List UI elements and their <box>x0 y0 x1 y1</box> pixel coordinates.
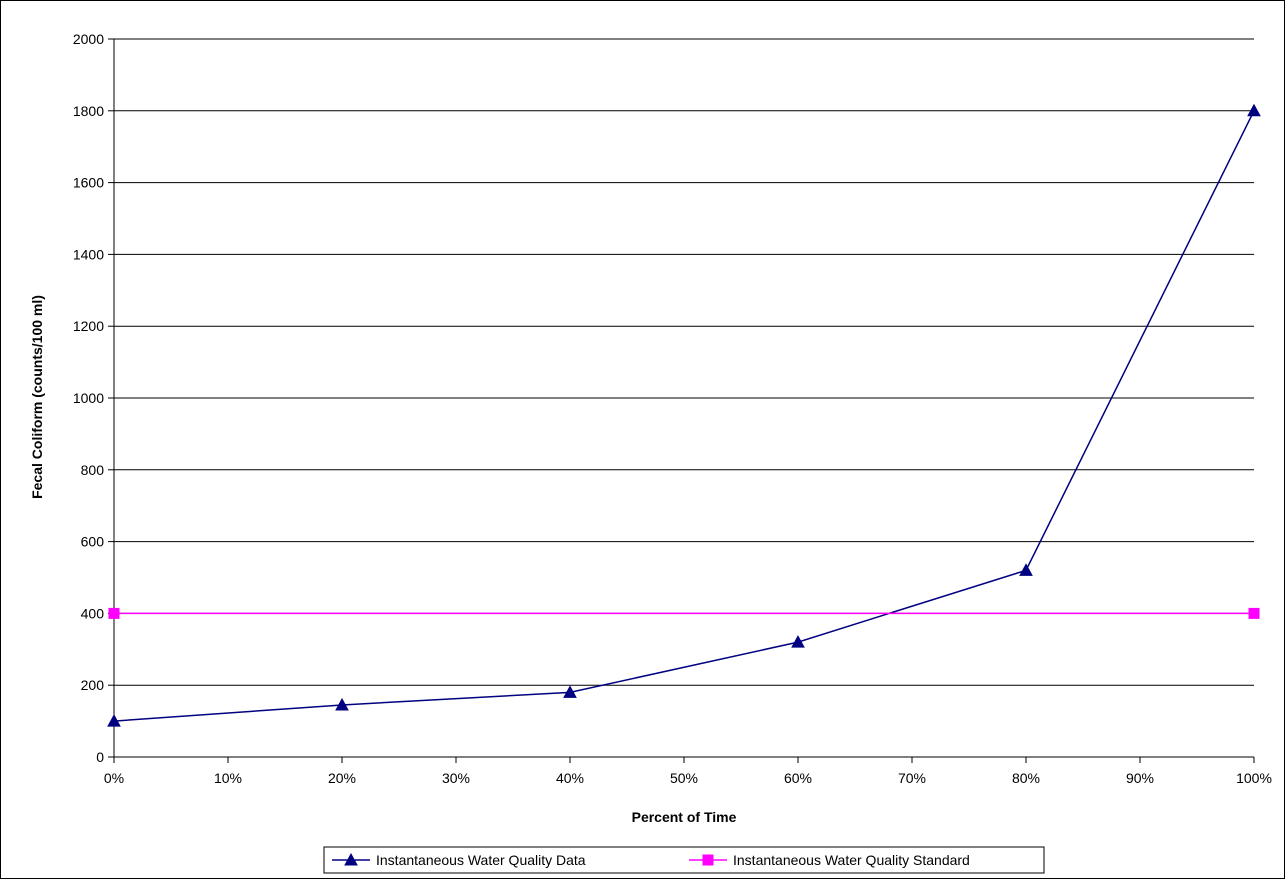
x-tick-label: 70% <box>898 770 926 786</box>
legend-swatch-marker <box>344 852 358 866</box>
legend-label: Instantaneous Water Quality Standard <box>733 852 970 868</box>
y-tick-label: 400 <box>81 605 105 621</box>
y-tick-label: 1800 <box>73 103 104 119</box>
data-point <box>1019 563 1033 576</box>
y-tick-label: 200 <box>81 677 105 693</box>
data-point <box>1247 103 1261 117</box>
x-tick-label: 30% <box>442 770 470 786</box>
x-tick-label: 80% <box>1012 770 1040 786</box>
x-tick-label: 20% <box>328 770 356 786</box>
data-point <box>335 697 349 711</box>
y-tick-label: 1200 <box>73 318 104 334</box>
axes <box>108 38 1255 763</box>
data-point <box>791 635 805 648</box>
y-tick-label: 600 <box>81 534 105 550</box>
x-tick-label: 90% <box>1126 770 1154 786</box>
data-point <box>108 607 120 619</box>
series <box>107 103 1261 727</box>
legend-box <box>323 846 1045 874</box>
x-tick-label: 40% <box>556 770 584 786</box>
y-axis-title: Fecal Coliform (counts/100 ml) <box>29 295 45 499</box>
x-tick-label: 50% <box>670 770 698 786</box>
tick-labels: 0 200 400 600 800 1000 1200 1400 1600 1800 2000 0% 1… <box>73 31 1272 786</box>
data-point <box>1248 607 1260 619</box>
legend-label: Instantaneous Water Quality Data <box>376 852 586 868</box>
x-axis-title: Percent of Time <box>632 809 737 825</box>
x-tick-label: 10% <box>214 770 242 786</box>
data-point <box>563 685 577 698</box>
data-point <box>107 714 121 727</box>
grid-lines <box>114 38 1254 686</box>
y-tick-label: 1600 <box>73 175 104 191</box>
legend-swatch-marker <box>702 854 714 866</box>
legend: Instantaneous Water Quality Data Instanta… <box>323 846 1045 874</box>
y-tick-label: 1000 <box>73 390 104 406</box>
series-line <box>113 110 1255 722</box>
x-tick-label: 60% <box>784 770 812 786</box>
y-tick-label: 1400 <box>73 246 104 262</box>
y-tick-label: 2000 <box>73 31 104 47</box>
y-tick-label: 800 <box>81 462 105 478</box>
series-1 <box>107 103 1261 727</box>
x-tick-label: 100% <box>1236 770 1272 786</box>
series-2 <box>108 607 1260 619</box>
x-tick-label: 0% <box>104 770 124 786</box>
y-tick-label: 0 <box>96 749 104 765</box>
